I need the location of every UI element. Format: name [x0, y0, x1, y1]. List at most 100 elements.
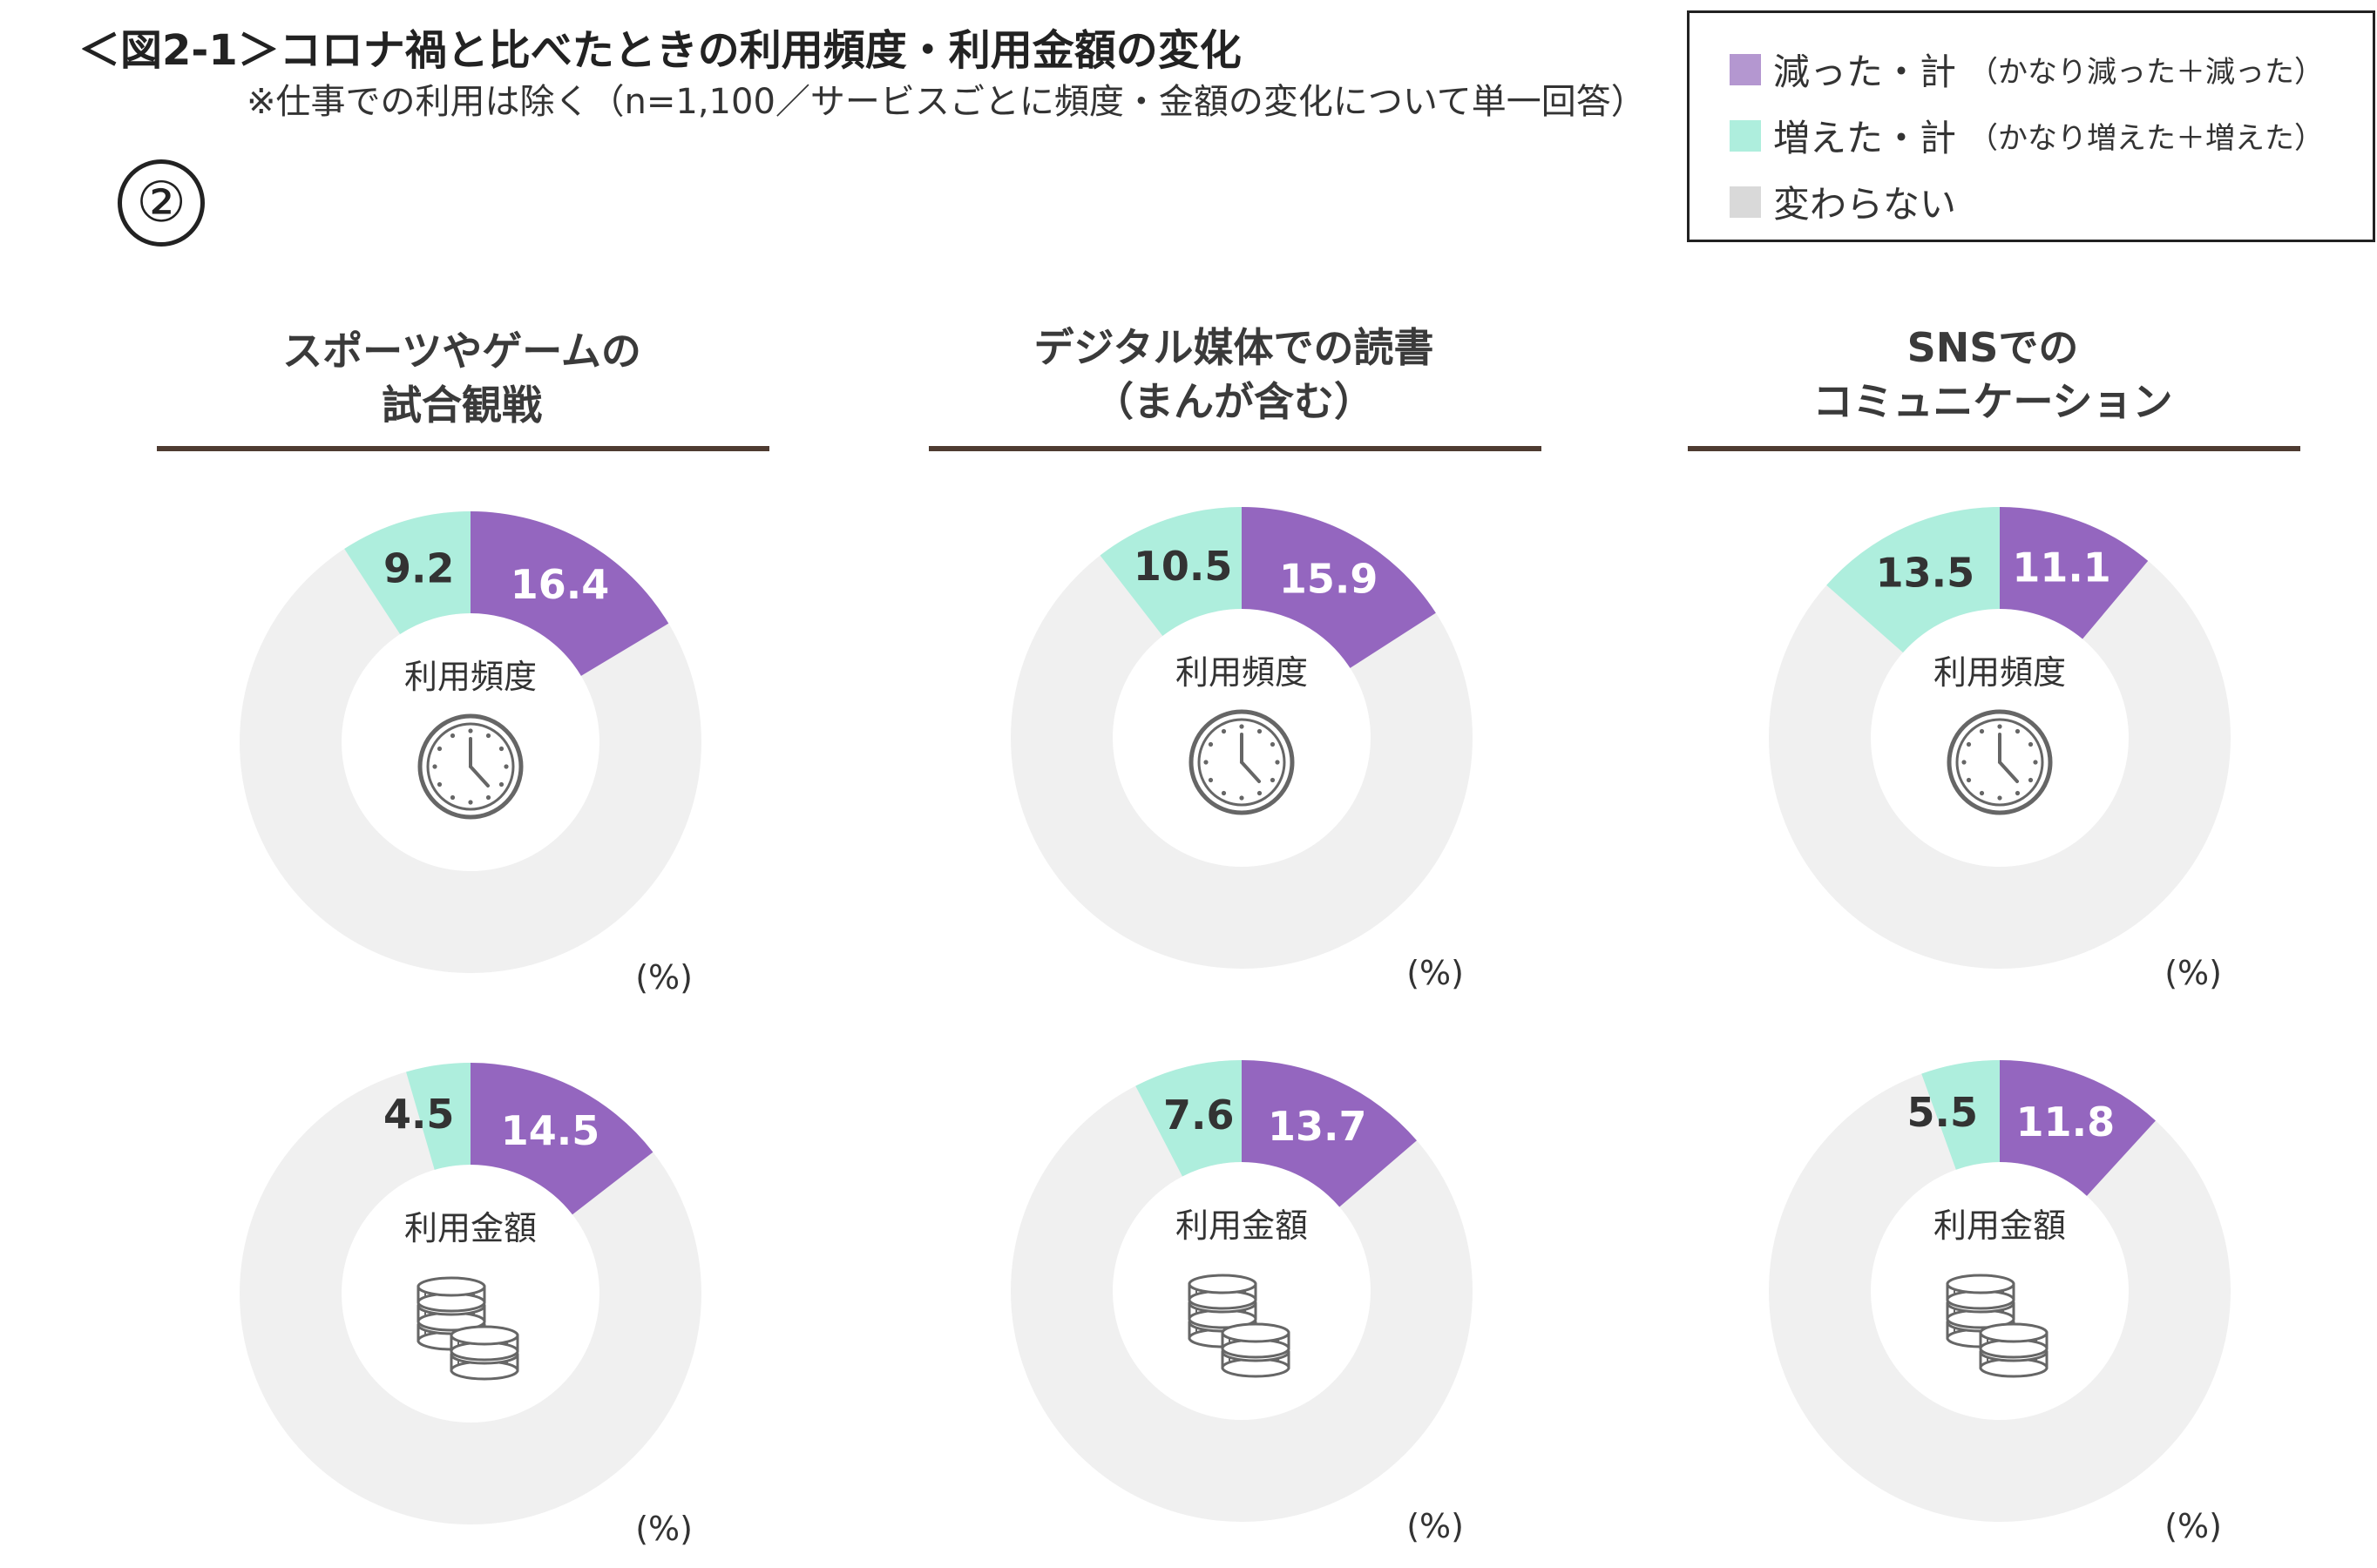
clock-tick — [2015, 728, 2021, 734]
clock-tick — [450, 794, 456, 801]
coins-icon — [1946, 1274, 2049, 1378]
data-label-decreased: 13.7 — [1268, 1103, 1367, 1150]
clock-tick — [498, 746, 505, 752]
clock-hand-minute — [469, 765, 490, 787]
clock-icon — [1947, 709, 2053, 815]
column-title-line: コミュニケーション — [1812, 378, 2173, 425]
column-rule — [1688, 446, 2300, 451]
donut-chart: 11.8 5.5 利用金額 (%) — [1769, 1060, 2231, 1545]
clock-tick — [1966, 777, 1972, 783]
clock-tick — [485, 733, 491, 739]
clock-tick — [1256, 728, 1263, 734]
center-label: 利用金額 — [404, 1209, 537, 1247]
unit-label: (%) — [1406, 1507, 1464, 1545]
data-label-decreased: 16.4 — [511, 561, 610, 608]
legend-item-unchanged: 変わらない — [1730, 175, 1956, 228]
slice-increased — [406, 1063, 471, 1170]
unit-label: (%) — [2164, 1507, 2222, 1545]
clock-inner-ring — [426, 722, 515, 811]
data-label-decreased: 14.5 — [501, 1107, 600, 1154]
legend-swatch-unchanged — [1730, 186, 1761, 218]
clock-tick — [432, 764, 437, 769]
legend-swatch-decreased — [1730, 53, 1761, 85]
unit-label: (%) — [635, 958, 693, 997]
column-title-line: 試合観戦 — [382, 382, 542, 429]
chart-legend: 減った・計 （かなり減った＋減った） 増えた・計 （かなり増えた＋増えた） 変わ… — [1687, 10, 2375, 242]
column-title-sports: スポーツやゲームの 試合観戦 — [157, 324, 767, 432]
clock-tick — [468, 800, 473, 805]
clock-tick — [1221, 728, 1227, 734]
data-label-decreased: 11.1 — [2012, 544, 2111, 591]
clock-hand-minute — [1240, 760, 1261, 783]
center-label: 利用金額 — [1933, 1206, 2066, 1245]
clock-tick — [1239, 724, 1244, 729]
slice-decreased — [471, 1063, 654, 1215]
clock-tick — [1270, 777, 1276, 783]
slice-increased — [1921, 1060, 2000, 1170]
clock-icon — [417, 713, 524, 820]
center-label: 利用頻度 — [1175, 653, 1308, 692]
data-label-increased: 10.5 — [1134, 543, 1233, 590]
column-rule — [929, 446, 1541, 451]
clock-tick — [437, 781, 443, 787]
slice-increased — [1100, 507, 1242, 637]
clock-tick — [1997, 724, 2002, 729]
data-label-increased: 5.5 — [1906, 1089, 1978, 1136]
legend-swatch-increased — [1730, 119, 1761, 152]
clock-tick — [1208, 741, 1214, 747]
coins-icon — [1188, 1274, 1290, 1378]
clock-tick — [1256, 790, 1263, 796]
clock-tick — [1203, 760, 1209, 765]
unit-label: (%) — [2164, 954, 2222, 992]
donut-chart: 13.7 7.6 利用金額 (%) — [1011, 1060, 1473, 1545]
legend-item-decreased: 減った・計 （かなり減った＋減った） — [1730, 43, 2324, 96]
panel-number: ② — [118, 159, 205, 247]
slice-decreased — [1242, 1060, 1417, 1207]
clock-tick — [504, 764, 509, 769]
unit-label: (%) — [1406, 954, 1464, 992]
column-title-line: （まんが含む） — [1094, 378, 1374, 425]
slice-decreased — [2000, 507, 2149, 639]
data-label-increased: 7.6 — [1163, 1092, 1235, 1139]
slice-decreased — [2000, 1060, 2156, 1196]
clock-hand-minute — [1998, 760, 2019, 783]
clock-tick — [1208, 777, 1214, 783]
legend-label-unchanged: 変わらない — [1773, 183, 1957, 226]
coins-icon — [416, 1276, 519, 1381]
clock-tick — [1979, 790, 1985, 796]
clock-outer-ring — [417, 713, 524, 820]
data-label-increased: 4.5 — [383, 1091, 455, 1138]
clock-outer-ring — [1947, 709, 2053, 815]
clock-tick — [2015, 790, 2021, 796]
slice-increased — [344, 511, 471, 635]
clock-tick — [1221, 790, 1227, 796]
clock-tick — [1961, 760, 1967, 765]
coin-top — [1946, 1274, 2015, 1294]
clock-inner-ring — [1955, 718, 2044, 807]
clock-tick — [450, 733, 456, 739]
legend-label-decreased: 減った・計 — [1773, 51, 1957, 93]
column-title-line: SNSでの — [1906, 324, 2079, 371]
legend-detail-decreased: （かなり減った＋減った） — [1968, 55, 2325, 90]
slice-increased — [1826, 507, 2000, 653]
data-label-decreased: 15.9 — [1279, 555, 1378, 602]
clock-tick — [1979, 728, 1985, 734]
unit-label: (%) — [635, 1510, 693, 1548]
data-label-increased: 9.2 — [383, 545, 455, 592]
clock-tick — [2033, 760, 2038, 765]
clock-tick — [1997, 795, 2002, 801]
coin-top — [416, 1276, 486, 1297]
legend-item-increased: 増えた・計 （かなり増えた＋増えた） — [1730, 109, 2324, 162]
center-label: 利用頻度 — [1933, 653, 2066, 692]
donut-chart: 14.5 4.5 利用金額 (%) — [240, 1063, 701, 1548]
clock-tick — [485, 794, 491, 801]
donut-chart: 16.4 9.2 利用頻度 (%) — [240, 511, 701, 997]
legend-label-increased: 増えた・計 — [1773, 117, 1957, 159]
coin-top — [450, 1325, 519, 1346]
clock-tick — [498, 781, 505, 787]
clock-tick — [468, 728, 473, 733]
figure-subtitle: ※仕事での利用は除く（n=1,100／サービスごとに頻度・金額の変化について単一… — [247, 82, 1646, 122]
coin-top — [1221, 1322, 1290, 1343]
clock-outer-ring — [1188, 709, 1295, 815]
